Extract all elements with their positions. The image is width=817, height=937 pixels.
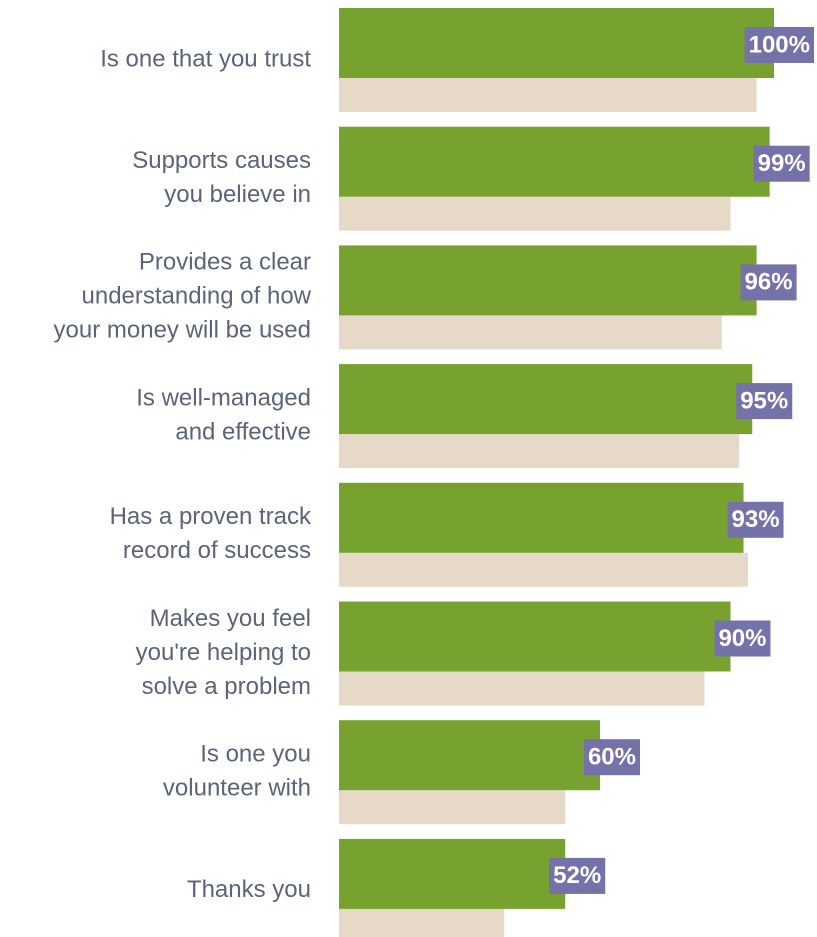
bar [339, 196, 731, 231]
bar [339, 245, 757, 316]
value-label: 96% [745, 269, 793, 296]
bar [339, 671, 705, 706]
category-label: volunteer with [163, 775, 311, 802]
category-label: Supports causes [132, 147, 311, 174]
bar [339, 838, 566, 909]
value-label: 52% [553, 862, 601, 889]
bar [339, 315, 722, 350]
category-label: Is well-managed [136, 384, 311, 411]
value-label: 90% [718, 625, 766, 652]
value-label: 60% [588, 744, 636, 771]
bar [339, 78, 757, 112]
bar [339, 8, 774, 78]
category-label: record of success [123, 537, 311, 564]
category-label: Provides a clear [139, 249, 311, 276]
bar [339, 364, 753, 435]
value-label: 93% [732, 506, 780, 533]
value-label-box [727, 501, 784, 538]
value-label-box [736, 383, 793, 420]
value-label-box [744, 27, 814, 63]
value-label-box [549, 857, 606, 894]
category-label: your money will be used [54, 317, 311, 344]
category-label: you believe in [164, 181, 311, 208]
category-label: you're helping to [136, 639, 311, 666]
value-label: 99% [758, 150, 806, 177]
value-label: 95% [740, 387, 788, 414]
category-label: understanding of how [82, 283, 312, 310]
value-label-box [714, 620, 771, 657]
value-label-box [583, 739, 640, 776]
bar [339, 552, 748, 587]
bar [339, 720, 600, 791]
bar [339, 126, 770, 197]
category-label: Is one that you trust [100, 45, 311, 72]
bar [339, 434, 740, 469]
category-label: Has a proven track [110, 503, 312, 530]
bar [339, 601, 731, 672]
value-label-box [740, 264, 797, 301]
bar [339, 908, 505, 937]
category-label: Makes you feel [150, 605, 311, 632]
bar [339, 790, 566, 825]
category-label: solve a problem [142, 673, 311, 700]
value-label: 100% [749, 31, 810, 58]
value-label-box [753, 145, 810, 182]
category-label: and effective [175, 418, 311, 445]
bar [339, 482, 744, 553]
category-label: Thanks you [187, 876, 311, 903]
category-label: Is one you [200, 741, 311, 768]
